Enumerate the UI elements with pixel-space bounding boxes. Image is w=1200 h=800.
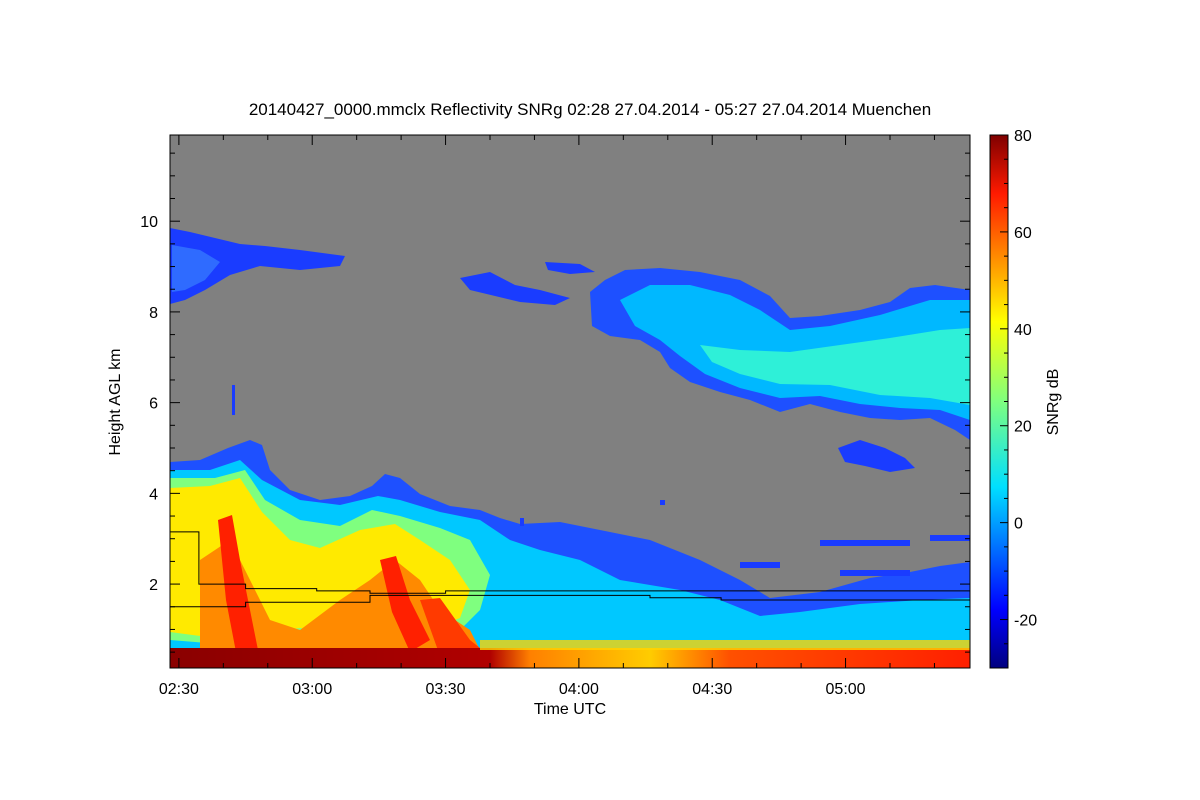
x-tick-label: 04:30 [692,681,732,698]
x-tick-label: 02:30 [159,681,199,698]
y-tick-label: 2 [149,577,158,594]
plot-frame [169,134,971,669]
colorbar-tick-label: 40 [1014,322,1032,339]
cloud-patch-mid [460,272,570,305]
y-tick-label: 4 [149,486,158,503]
convective-red-streak-2 [380,556,430,652]
chart-title: 20140427_0000.mmclx Reflectivity SNRg 02… [249,100,931,119]
cloud-upper-right-core [700,328,970,405]
x-tick-label: 03:00 [292,681,332,698]
overlay-line [170,594,970,608]
bottom-layer-top [480,640,970,650]
x-tick-label: 04:00 [559,681,599,698]
overlay-lines [170,531,970,608]
colorbar-tick-label: 0 [1014,516,1023,533]
cloud-upper-left [170,228,345,304]
x-tick-label: 05:00 [826,681,866,698]
cloud-patch-small [545,262,595,274]
bottom-layer [170,648,970,668]
colorbar-tick-label: 60 [1014,225,1032,242]
overlay-line [170,531,970,594]
colorbar-tick-label: 80 [1014,128,1032,145]
x-tick-label: 03:30 [426,681,466,698]
colorbar: -20 0 20 40 60 80 SNRg dB [989,128,1062,669]
colorbar-tick-label: -20 [1014,613,1037,630]
speckles [232,385,970,576]
y-tick-label: 6 [149,396,158,413]
y-axis: 2 4 6 8 10 [140,152,970,653]
y-axis-label: Height AGL km [107,348,124,455]
colorbar-ticks: -20 0 20 40 60 80 [1000,128,1037,669]
convective-red-streak-1 [218,515,258,652]
y-tick-label: 10 [140,214,158,231]
cloud-upper-left-core [172,245,220,292]
convective-red-streak-3 [420,598,490,656]
colorbar-label: SNRg dB [1045,369,1062,436]
x-axis: 02:30 03:00 03:30 04:00 04:30 05:00 [159,135,935,698]
colorbar-tick-label: 20 [1014,419,1032,436]
cloud-virga-patch [838,440,915,472]
y-tick-label: 8 [149,305,158,322]
reflectivity-field [170,228,970,668]
plot-area [169,134,971,669]
x-axis-label: Time UTC [534,701,606,718]
